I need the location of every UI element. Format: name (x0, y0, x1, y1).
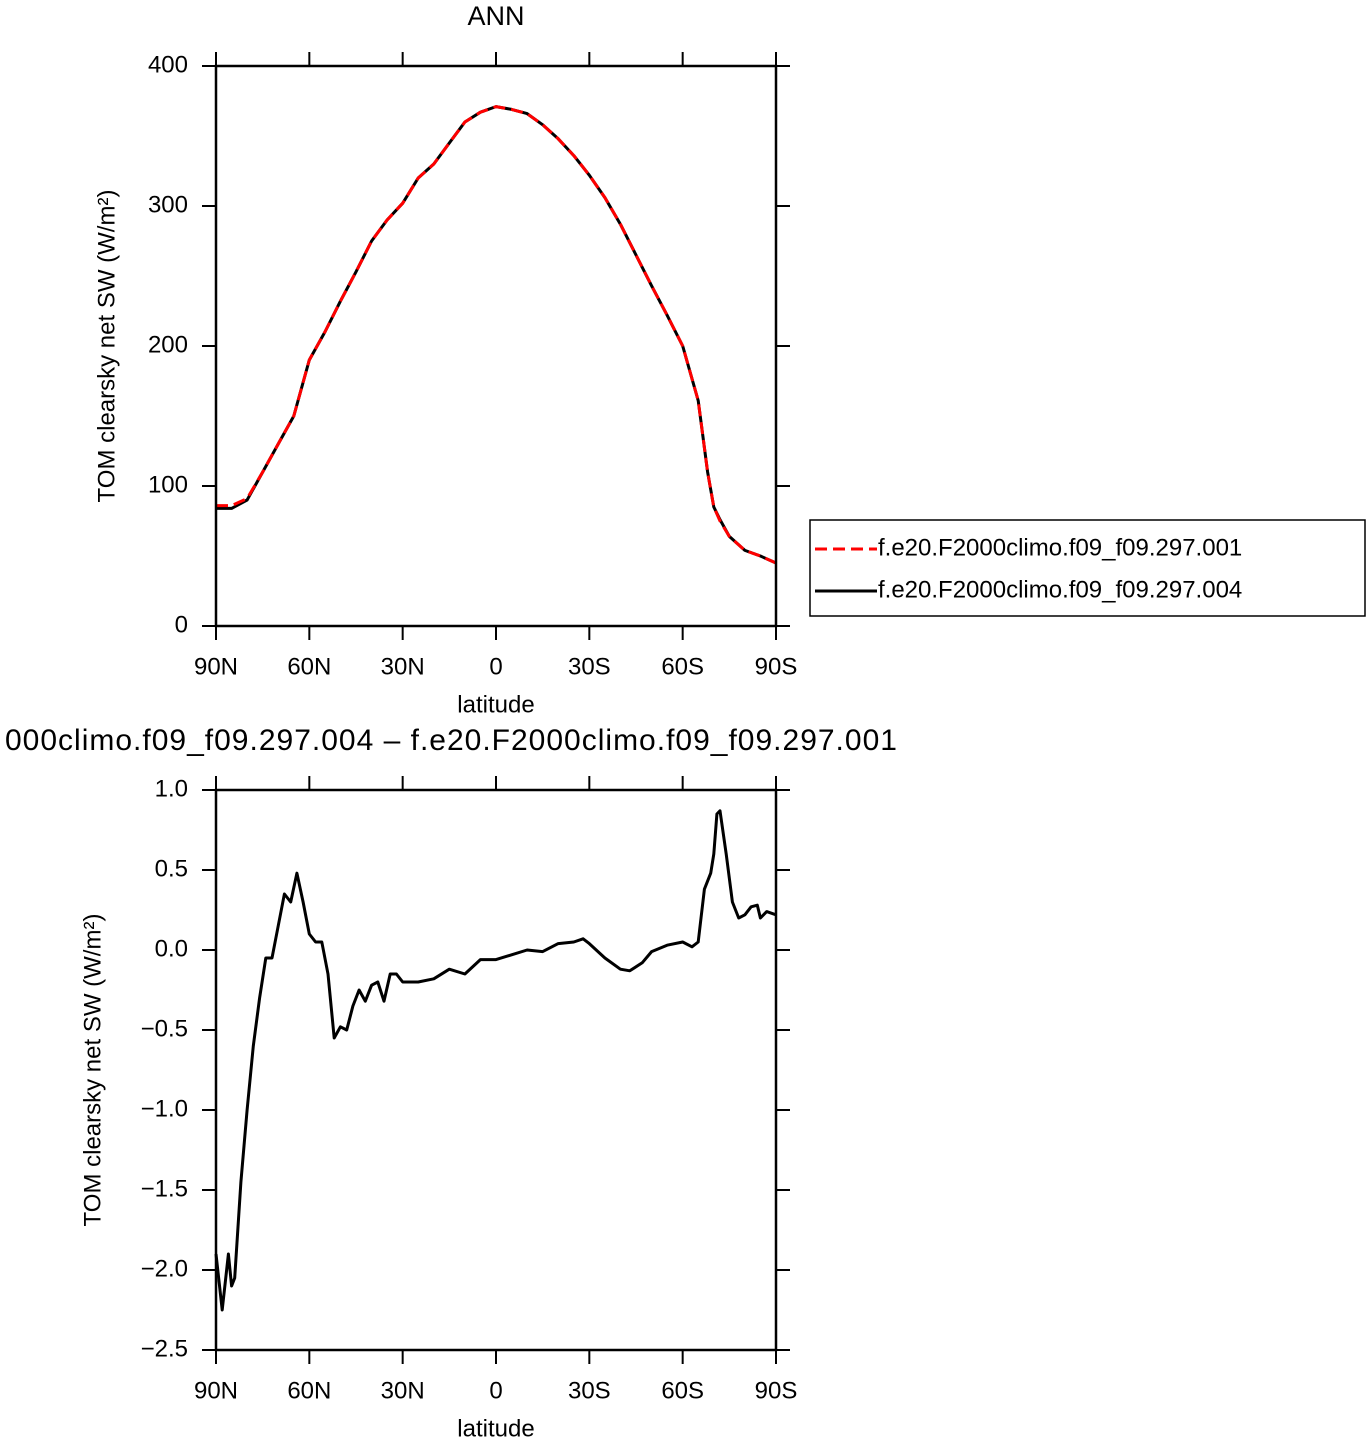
x-tick-label: 0 (489, 1377, 502, 1404)
y-tick-label: 0.5 (155, 855, 188, 882)
y-tick-label: 300 (148, 191, 188, 218)
y-tick-label: 100 (148, 471, 188, 498)
x-tick-label: 90N (194, 1377, 238, 1404)
y-axis-label: TOM clearsky net SW (W/m²) (93, 190, 120, 503)
x-tick-label: 60S (661, 1377, 704, 1404)
chart-title: ANN (467, 1, 524, 31)
chart-title: 000climo.f09_f09.297.004 – f.e20.F2000cl… (5, 724, 898, 757)
legend-box (809, 519, 1366, 617)
legend-label: f.e20.F2000climo.f09_f09.297.001 (878, 534, 1242, 561)
data-line (216, 105, 777, 565)
legend-label: f.e20.F2000climo.f09_f09.297.004 (878, 576, 1242, 603)
x-tick-label: 60S (661, 653, 704, 680)
x-tick-label: 30N (381, 653, 425, 680)
data-line (214, 809, 777, 1312)
y-tick-label: −2.0 (141, 1255, 188, 1282)
y-tick-label: −1.0 (141, 1095, 188, 1122)
x-tick-label: 30S (568, 653, 611, 680)
y-tick-label: 200 (148, 331, 188, 358)
x-axis-label: latitude (457, 691, 534, 718)
x-tick-label: 90S (755, 653, 798, 680)
y-tick-label: 0 (175, 611, 188, 638)
y-tick-label: 400 (148, 51, 188, 78)
x-tick-label: 60N (287, 1377, 331, 1404)
x-axis-label: latitude (457, 1415, 534, 1442)
y-tick-label: −1.5 (141, 1175, 188, 1202)
x-tick-label: 60N (287, 653, 331, 680)
y-tick-label: 1.0 (155, 775, 188, 802)
x-tick-label: 0 (489, 653, 502, 680)
plot-frame (214, 788, 778, 1352)
y-tick-label: −2.5 (141, 1335, 188, 1362)
y-tick-label: 0.0 (155, 935, 188, 962)
x-tick-label: 30N (381, 1377, 425, 1404)
data-line (216, 105, 777, 565)
y-axis-label: TOM clearsky net SW (W/m²) (79, 914, 106, 1227)
y-tick-label: −0.5 (141, 1015, 188, 1042)
x-tick-label: 90S (755, 1377, 798, 1404)
plot-frame (214, 64, 778, 628)
x-tick-label: 30S (568, 1377, 611, 1404)
x-tick-label: 90N (194, 653, 238, 680)
